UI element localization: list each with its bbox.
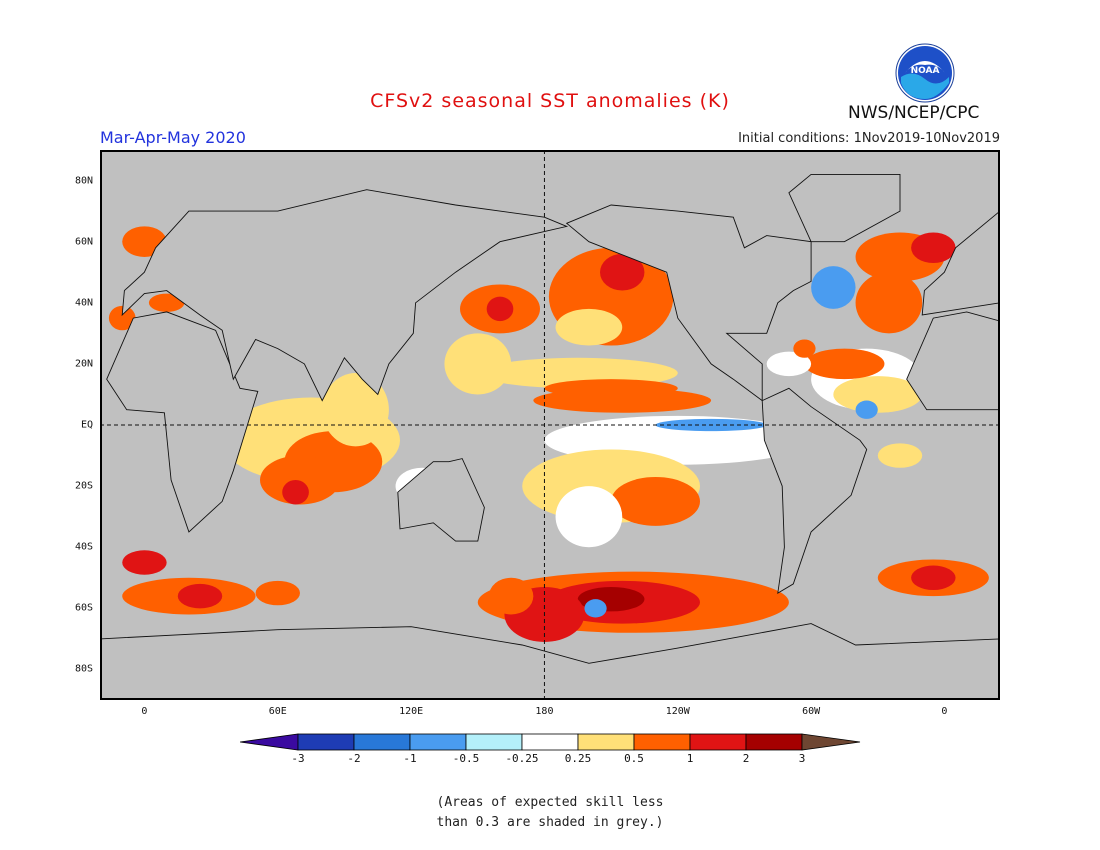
lat-label: 20N	[74, 358, 93, 370]
anomaly-patch	[555, 486, 623, 548]
map-canvas	[100, 150, 1000, 700]
lon-label: 0	[941, 706, 948, 717]
anomaly-patch	[148, 293, 185, 312]
colorbar-swatch	[633, 733, 691, 751]
colorbar-label: -2	[347, 752, 361, 765]
anomaly-patch	[322, 373, 389, 447]
lat-label: 40S	[74, 541, 93, 553]
anomaly-patch	[544, 379, 678, 398]
lat-label: 20S	[74, 480, 93, 492]
anomaly-patch	[855, 272, 923, 334]
anomaly-patch	[911, 232, 956, 264]
colorbar-swatch	[409, 733, 467, 751]
colorbar-over-arrow	[801, 733, 861, 751]
lon-label: 180	[535, 706, 554, 717]
colorbar-label: 0.25	[564, 752, 592, 765]
anomaly-patch	[555, 308, 623, 346]
anomaly-patch	[911, 565, 956, 590]
anomaly-patch	[260, 455, 340, 505]
anomaly-patch	[855, 400, 878, 419]
anomaly-patch	[255, 580, 300, 606]
colorbar-label: 3	[798, 752, 806, 765]
landmass	[906, 311, 1000, 411]
colorbar-label: 0.5	[624, 752, 644, 765]
colorbar-swatch	[745, 733, 803, 751]
lat-label: 60S	[74, 602, 93, 614]
anomaly-patch	[811, 266, 856, 309]
chart-title: CFSv2 seasonal SST anomalies (K)	[370, 90, 730, 112]
colorbar-swatch	[297, 733, 355, 751]
anomaly-patch	[600, 253, 645, 291]
sst-anomaly-map	[100, 150, 1000, 700]
colorbar-label: -0.25	[505, 752, 539, 765]
landmass	[921, 210, 1000, 316]
anomaly-patch	[877, 443, 923, 468]
lon-label: 120W	[665, 706, 690, 717]
anomaly-patch	[486, 296, 514, 322]
landmass	[100, 623, 1000, 700]
landmass	[106, 311, 259, 533]
anomaly-patch	[793, 339, 816, 358]
anomaly-patch	[833, 376, 923, 413]
colorbar-label: -3	[291, 752, 305, 765]
anomaly-shading	[108, 226, 989, 642]
colorbar-label: -0.5	[452, 752, 480, 765]
noaa-logo-text: NOAA	[911, 66, 940, 76]
colorbar-label: 1	[686, 752, 694, 765]
colorbar-swatch	[353, 733, 411, 751]
skill-note: (Areas of expected skill less than 0.3 a…	[0, 793, 1100, 833]
landmass	[121, 189, 569, 402]
anomaly-patch	[611, 476, 700, 526]
anomaly-patch	[488, 577, 534, 615]
lat-label: EQ	[80, 419, 93, 431]
lat-label: 60N	[74, 236, 93, 248]
skill-note-line1: (Areas of expected skill less	[436, 795, 664, 810]
anomaly-patch	[766, 351, 812, 377]
skill-note-line2: than 0.3 are shaded in grey.)	[436, 815, 664, 830]
lon-label: 120E	[399, 706, 424, 717]
colorbar-swatch	[577, 733, 635, 751]
map-frame	[100, 150, 1000, 700]
colorbar-label: 2	[742, 752, 750, 765]
noaa-logo: NOAA	[895, 43, 955, 103]
colorbar	[240, 733, 861, 751]
colorbar-swatch	[689, 733, 747, 751]
lat-label: 80N	[74, 175, 93, 187]
landmass	[565, 204, 812, 402]
anomaly-patch	[108, 305, 136, 331]
anomaly-patch	[282, 480, 309, 505]
coastlines	[100, 173, 1000, 700]
colorbar-swatch	[521, 733, 579, 751]
landmass	[397, 458, 485, 542]
forecast-period: Mar-Apr-May 2020	[100, 128, 246, 147]
lat-label: 80S	[74, 663, 93, 675]
anomaly-patch	[122, 550, 167, 575]
lon-label: 60E	[268, 706, 287, 717]
agency-label: NWS/NCEP/CPC	[848, 103, 980, 123]
lon-label: 0	[141, 706, 148, 717]
lon-label: 60W	[802, 706, 821, 717]
colorbar-swatch	[465, 733, 523, 751]
landmass	[761, 387, 868, 594]
anomaly-patch	[177, 583, 223, 609]
initial-conditions: Initial conditions: 1Nov2019-10Nov2019	[738, 131, 1000, 146]
anomaly-patch	[584, 599, 607, 618]
colorbar-under-arrow	[240, 733, 299, 751]
colorbar-label: -1	[403, 752, 417, 765]
landmass	[788, 173, 901, 243]
anomaly-patch	[804, 348, 885, 380]
lat-label: 40N	[74, 297, 93, 309]
